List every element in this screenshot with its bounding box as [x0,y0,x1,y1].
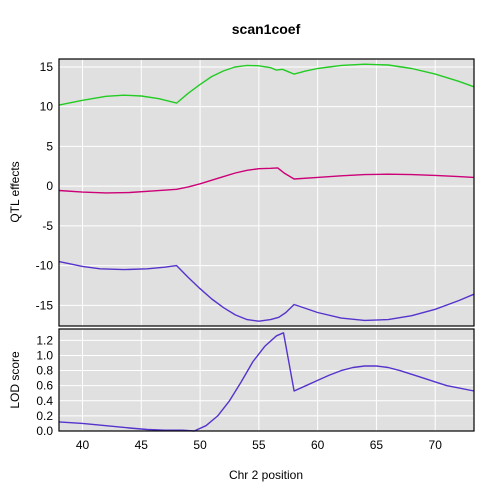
chart-title: scan1coef [232,21,301,37]
lod-y-tick-label: 1.2 [36,333,53,347]
effects-series-line-blue [58,260,475,322]
lod-y-tick-label: 1.0 [36,348,53,362]
effects-series-line-magenta [58,167,475,194]
y-axis-title-effects: QTL effects [8,161,22,222]
effects-series-line-green [58,63,475,106]
lod-panel: 0.00.20.40.60.8 1.01.2 40 45 50 55 60 65 70 [36,328,475,452]
lod-panel-frame [58,328,475,432]
x-tick-label: 65 [370,438,384,452]
effects-y-tick-label: 5 [46,139,53,153]
lod-y-tick-label: 0.4 [36,394,53,408]
effects-y-tick-label: 10 [40,100,54,114]
effects-y-tick-label: -10 [36,259,54,273]
lod-y-tick-label: 0.0 [36,424,53,438]
effects-y-tick-label: -5 [42,219,53,233]
effects-y-tick-label: -15 [36,298,54,312]
x-axis-title: Chr 2 position [229,468,303,482]
x-tick-label: 60 [311,438,325,452]
lod-y-tick-label: 0.8 [36,364,53,378]
effects-y-tick-label: 0 [46,179,53,193]
x-tick-label: 55 [252,438,266,452]
lod-panel-background [59,329,474,431]
x-tick-label: 50 [193,438,207,452]
x-tick-label: 70 [429,438,443,452]
lod-series-line-blue [58,332,475,432]
y-axis-title-lod: LOD score [8,351,22,409]
effects-panel: -15 -10 -5 0 5 10 15 [36,58,475,327]
effects-y-tick-label: 15 [40,60,54,74]
x-tick-label: 45 [135,438,149,452]
lod-y-tick-label: 0.6 [36,379,53,393]
lod-y-tick-label: 0.2 [36,409,53,423]
x-tick-label: 40 [76,438,90,452]
effects-panel-frame [58,58,475,327]
